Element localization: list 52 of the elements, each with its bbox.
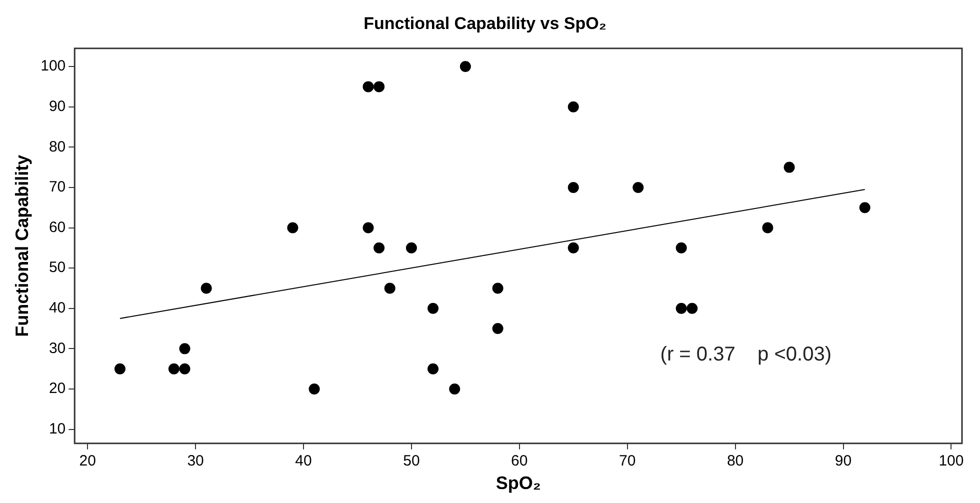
point bbox=[374, 81, 385, 92]
x-tick-label: 70 bbox=[619, 452, 636, 470]
point bbox=[374, 242, 385, 254]
point bbox=[287, 222, 298, 234]
y-tick-label: 10 bbox=[48, 420, 66, 438]
x-axis-title: SpO₂ bbox=[496, 473, 541, 494]
x-tick-label: 30 bbox=[187, 452, 204, 470]
point bbox=[676, 302, 687, 314]
point bbox=[449, 383, 460, 394]
annotation: (r = 0.37 p <0.03) bbox=[660, 343, 832, 366]
y-tick-label: 100 bbox=[40, 58, 66, 75]
point bbox=[114, 363, 126, 374]
point bbox=[200, 282, 212, 294]
point bbox=[762, 222, 774, 234]
x-tick-label: 20 bbox=[79, 452, 96, 470]
point bbox=[308, 383, 320, 394]
x-tick-label: 50 bbox=[403, 452, 420, 470]
x-tick-label: 60 bbox=[511, 452, 528, 470]
chart-title: Functional Capability vs SpO₂ bbox=[364, 14, 606, 33]
point bbox=[428, 302, 439, 314]
point bbox=[428, 363, 439, 374]
point bbox=[676, 242, 687, 254]
y-tick-label: 80 bbox=[48, 138, 66, 156]
point bbox=[384, 282, 396, 294]
point bbox=[492, 323, 504, 334]
point bbox=[686, 302, 698, 314]
y-tick-label: 70 bbox=[48, 178, 66, 196]
y-tick-label: 40 bbox=[48, 300, 66, 317]
point bbox=[492, 282, 504, 294]
point bbox=[859, 202, 870, 214]
x-tick-label: 100 bbox=[938, 452, 964, 470]
point bbox=[179, 363, 190, 374]
y-tick-label: 20 bbox=[48, 380, 66, 398]
point bbox=[168, 363, 180, 374]
x-tick-label: 90 bbox=[834, 452, 852, 470]
point bbox=[362, 81, 374, 92]
point bbox=[784, 162, 795, 173]
y-tick-label: 50 bbox=[48, 259, 66, 276]
y-tick-label: 30 bbox=[48, 340, 66, 357]
point bbox=[632, 182, 644, 193]
point bbox=[568, 182, 579, 193]
point bbox=[460, 61, 471, 72]
point bbox=[568, 101, 579, 112]
point bbox=[568, 242, 579, 254]
point bbox=[179, 343, 190, 354]
x-tick-label: 40 bbox=[295, 452, 312, 470]
point bbox=[362, 222, 374, 234]
x-tick-label: 80 bbox=[726, 452, 744, 470]
y-axis-title: Functional Capability bbox=[12, 154, 32, 337]
y-tick-label: 90 bbox=[48, 98, 66, 115]
y-tick-label: 60 bbox=[48, 218, 66, 236]
point bbox=[406, 242, 417, 254]
